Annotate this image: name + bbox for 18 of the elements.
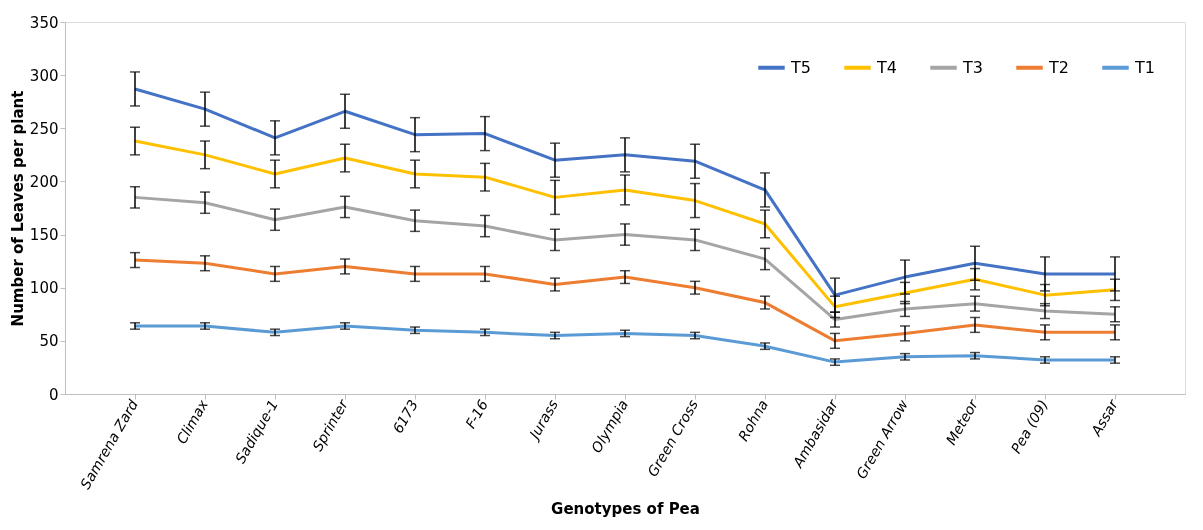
legend-label: T2	[1048, 57, 1069, 77]
y-tick-label: 0	[48, 385, 59, 404]
line-series	[133, 195, 1117, 322]
y-tick-label: 350	[29, 13, 59, 32]
y-tick-label: 100	[29, 279, 59, 298]
y-tick-label: 150	[29, 226, 59, 245]
legend-label: T4	[876, 57, 897, 77]
legend-label: T1	[1134, 57, 1155, 77]
line-series	[133, 87, 1117, 297]
x-axis-title: Genotypes of Pea	[551, 499, 700, 518]
line-series	[133, 258, 1117, 343]
y-tick-label: 300	[29, 66, 59, 85]
y-axis-title: Number of Leaves per plant	[8, 90, 27, 327]
y-tick-label: 200	[29, 172, 59, 191]
y-tick-label: 250	[29, 119, 59, 138]
legend-label: T5	[790, 57, 811, 77]
y-tick-label: 50	[39, 332, 59, 351]
legend-label: T3	[962, 57, 983, 77]
